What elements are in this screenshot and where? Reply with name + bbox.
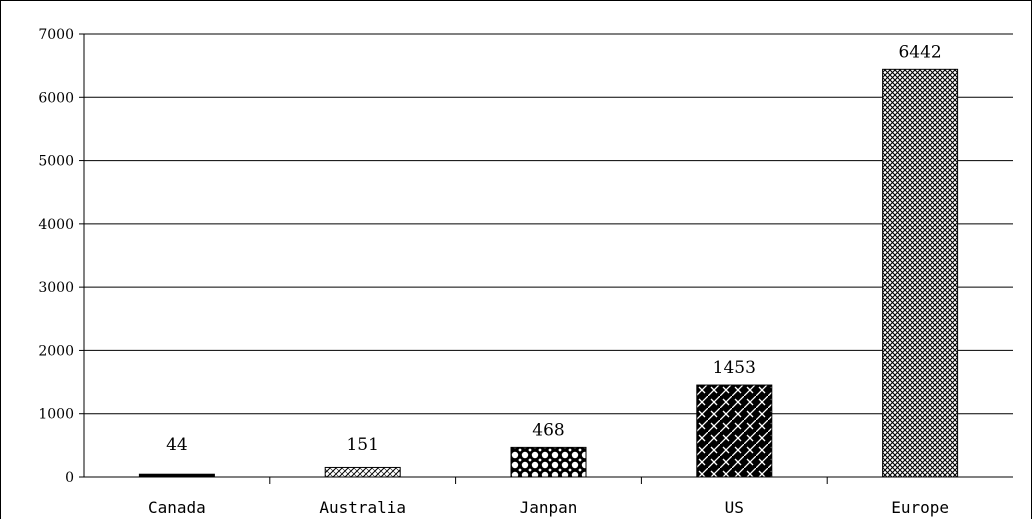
- category-label-europe: Europe: [891, 498, 949, 517]
- category-label-janpan: Janpan: [520, 498, 578, 517]
- data-label-canada: 44: [166, 435, 188, 455]
- y-axis-ticks: 0 1000 2000 3000 4000 5000 6000 7000: [38, 27, 84, 486]
- y-tick-label: 0: [65, 470, 74, 486]
- data-label-janpan: 468: [532, 420, 564, 440]
- y-tick-label: 2000: [38, 343, 74, 359]
- category-label-us: US: [725, 498, 744, 517]
- data-label-europe: 6442: [898, 42, 941, 62]
- x-axis-ticks: [270, 477, 827, 484]
- grid-lines: [84, 34, 1013, 414]
- y-tick-label: 3000: [38, 280, 74, 296]
- bar-janpan: [511, 447, 586, 477]
- bars: [139, 69, 957, 477]
- bar-canada: [139, 474, 214, 477]
- y-tick-label: 4000: [38, 217, 74, 233]
- y-tick-label: 6000: [38, 90, 74, 106]
- category-labels: Canada Australia Janpan US Europe: [148, 498, 949, 517]
- data-labels: 44 151 468 1453 6442: [166, 42, 942, 455]
- bar-us: [697, 385, 772, 477]
- data-label-australia: 151: [346, 435, 378, 455]
- y-tick-label: 1000: [38, 407, 74, 423]
- bar-australia: [325, 467, 400, 477]
- y-tick-label: 5000: [38, 154, 74, 170]
- category-label-australia: Australia: [319, 498, 406, 517]
- category-label-canada: Canada: [148, 498, 206, 517]
- y-tick-label: 7000: [38, 27, 74, 43]
- data-label-us: 1453: [713, 358, 756, 378]
- bar-europe: [883, 69, 958, 477]
